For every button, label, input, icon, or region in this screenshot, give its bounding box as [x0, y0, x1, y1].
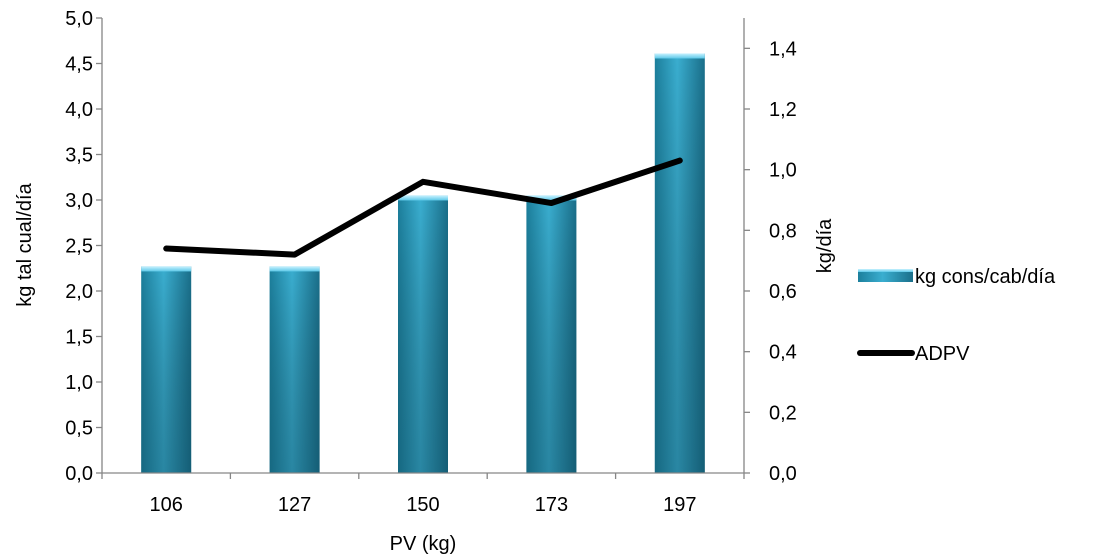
- bar-150: [398, 195, 448, 473]
- left-tick-label: 0,0: [65, 463, 93, 485]
- right-tick-label: 1,4: [769, 38, 797, 60]
- bars-layer: [141, 53, 705, 473]
- right-y-ticks: 0,0 0,2 0,4 0,6 0,8 1,0 1,2 1,4: [744, 38, 797, 485]
- x-axis-title: PV (kg): [390, 533, 457, 555]
- bar-127: [270, 266, 320, 473]
- bar-shade: [398, 195, 448, 473]
- right-tick-label: 0,0: [769, 463, 797, 485]
- right-y-axis-title: kg/día: [814, 218, 836, 273]
- right-tick-label: 1,2: [769, 99, 797, 121]
- legend-item-line: ADPV: [860, 343, 970, 365]
- right-tick-label: 0,6: [769, 281, 797, 303]
- left-y-axis-title: kg tal cual/día: [14, 182, 36, 306]
- legend-label-bars: kg cons/cab/día: [915, 266, 1056, 288]
- left-tick-label: 4,5: [65, 54, 93, 76]
- bar-shade: [270, 266, 320, 473]
- left-tick-label: 0,5: [65, 418, 93, 440]
- left-tick-label: 5,0: [65, 8, 93, 30]
- bar-shade: [141, 266, 191, 473]
- left-tick-label: 2,5: [65, 236, 93, 258]
- legend-label-line: ADPV: [915, 343, 970, 365]
- bar-106: [141, 266, 191, 473]
- left-tick-label: 2,0: [65, 281, 93, 303]
- x-tick-label: 197: [663, 494, 696, 516]
- bar-shade: [655, 53, 705, 473]
- right-tick-label: 1,0: [769, 160, 797, 182]
- legend: kg cons/cab/día ADPV: [858, 266, 1056, 365]
- right-tick-label: 0,2: [769, 402, 797, 424]
- bar-cap: [141, 266, 191, 271]
- right-tick-label: 0,8: [769, 220, 797, 242]
- left-tick-label: 3,5: [65, 145, 93, 167]
- right-tick-label: 0,4: [769, 342, 797, 364]
- left-tick-label: 1,0: [65, 372, 93, 394]
- legend-swatch-bars-cap: [858, 269, 913, 272]
- legend-item-bars: kg cons/cab/día: [858, 266, 1056, 288]
- x-tick-label: 127: [278, 494, 311, 516]
- x-ticks: 106 127 150 173 197: [102, 473, 744, 516]
- left-y-ticks: 0,0 0,5 1,0 1,5 2,0 2,5 3,0 3,5 4,0 4,5 5,0: [65, 8, 102, 485]
- x-tick-label: 173: [535, 494, 568, 516]
- bar-173: [526, 195, 576, 473]
- bar-cap: [398, 195, 448, 200]
- left-tick-label: 4,0: [65, 99, 93, 121]
- bar-197: [655, 53, 705, 473]
- x-tick-label: 150: [406, 494, 439, 516]
- bar-shade: [526, 195, 576, 473]
- bar-cap: [270, 266, 320, 271]
- bar-cap: [655, 53, 705, 58]
- left-tick-label: 3,0: [65, 190, 93, 212]
- left-tick-label: 1,5: [65, 327, 93, 349]
- x-tick-label: 106: [150, 494, 183, 516]
